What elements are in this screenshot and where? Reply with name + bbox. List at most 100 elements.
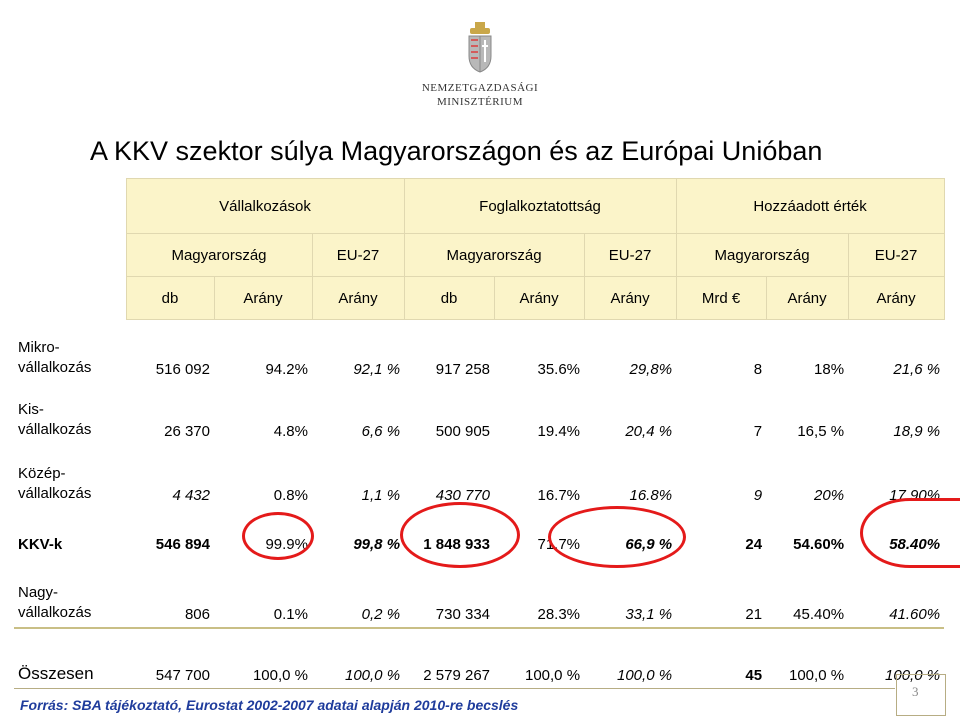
table-cell: 26 370 [164, 422, 210, 440]
table-cell: 19.4% [537, 422, 581, 440]
header-unit: db [125, 276, 215, 320]
table-cell: 100,0 % [214, 626, 312, 690]
table-cell: 24 [745, 536, 763, 553]
table-cell: 917 258 [435, 360, 491, 378]
table-cell: 7 [753, 422, 763, 440]
header-region: EU-27 [311, 233, 405, 277]
highlight-circle [242, 512, 314, 560]
row-label: KKV-k [14, 508, 126, 566]
header-unit: Arány [493, 276, 585, 320]
row-label: Kis- vállalkozás [14, 382, 126, 444]
table-cell: 16.8% [629, 486, 673, 504]
table-cell: 33,1 % [625, 605, 673, 623]
source-note: Forrás: SBA tájékoztató, Eurostat 2002-2… [20, 697, 519, 713]
table-cell: 41.60% [889, 605, 941, 623]
header-region: Magyarország [125, 233, 313, 277]
header-region: EU-27 [847, 233, 945, 277]
table-cell: 516 092 [155, 360, 210, 378]
coat-of-arms-icon [468, 22, 492, 73]
table-cell: 100,0 % [766, 626, 849, 690]
header-unit: Arány [213, 276, 313, 320]
logo-line1: NEMZETGAZDASÁGI [421, 82, 539, 94]
table-row-total: Összesen 547 700 100,0 % 100,0 % 2 579 2… [14, 626, 945, 690]
header-unit: Arány [583, 276, 677, 320]
table-cell: 16,5 % [797, 422, 845, 440]
header-groups-row: Vállalkozások Foglalkoztatottság Hozzáad… [14, 178, 945, 234]
header-group: Foglalkoztatottság [403, 178, 677, 234]
table-cell: 500 905 [435, 422, 491, 440]
table-row: Nagy- vállalkozás 806 0.1% 0,2 % 730 334… [14, 566, 944, 628]
table-cell: 21 [745, 605, 763, 623]
table-cell: 1,1 % [361, 486, 401, 504]
table-cell: 9 [753, 486, 763, 504]
table-cell: 2 579 267 [404, 626, 495, 690]
table-cell: 28.3% [537, 605, 581, 623]
row-label-line2: vállalkozás [18, 358, 92, 376]
logo-line2: MINISZTÉRIUM [436, 96, 524, 108]
table-cell: 99,8 % [353, 536, 401, 553]
ministry-logo: NEMZETGAZDASÁGI MINISZTÉRIUM [418, 22, 542, 108]
table-cell: 430 770 [435, 486, 491, 504]
table-cell: 20,4 % [625, 422, 673, 440]
highlight-circle [548, 506, 686, 568]
table-cell: 21,6 % [893, 360, 941, 378]
row-label-line1: Nagy- [18, 583, 59, 601]
table-cell: 35.6% [537, 360, 581, 378]
row-label-line1: Kis- [18, 400, 44, 418]
row-label-line2: vállalkozás [18, 484, 92, 502]
table-cell: 100,0 % [312, 626, 405, 690]
table-cell: 0.8% [273, 486, 308, 504]
table-cell: 45 [676, 626, 767, 690]
table-cell: 0,2 % [361, 605, 401, 623]
page-number-box [896, 674, 946, 716]
highlight-circle [400, 502, 520, 568]
table-cell: 4 432 [172, 486, 210, 504]
table-cell: 29,8% [629, 360, 673, 378]
table-cell: 730 334 [435, 605, 491, 623]
header-region: Magyarország [403, 233, 585, 277]
row-label: Közép- vállalkozás [14, 444, 126, 508]
table-cell: 92,1 % [353, 360, 401, 378]
header-group: Vállalkozások [125, 178, 405, 234]
footer-divider [14, 688, 895, 689]
page-number: 3 [912, 684, 919, 699]
header-region: EU-27 [583, 233, 677, 277]
row-label-line2: vállalkozás [18, 420, 92, 438]
row-label: Mikro- vállalkozás [14, 320, 126, 382]
table-row: Kis- vállalkozás 26 370 4.8% 6,6 % 500 9… [14, 382, 944, 444]
row-label-line1: Közép- [18, 464, 66, 482]
table-cell: 100,0 % [584, 626, 677, 690]
table-cell: 0.1% [273, 605, 308, 623]
header-unit: Arány [765, 276, 849, 320]
table-cell: 94.2% [265, 360, 308, 378]
table-cell: 18,9 % [893, 422, 941, 440]
table-cell: 54.60% [793, 536, 845, 553]
table-cell: 20% [814, 486, 845, 504]
header-unit: db [403, 276, 495, 320]
table-cell: 547 700 [126, 626, 214, 690]
row-label: Összesen [14, 626, 126, 690]
header-unit: Arány [847, 276, 945, 320]
table-cell: 6,6 % [361, 422, 401, 440]
row-label-line1: Összesen [18, 663, 94, 683]
table-cell: 8 [753, 360, 763, 378]
table-cell: 546 894 [155, 536, 210, 553]
table-cell: 45.40% [793, 605, 845, 623]
header-unit: Arány [311, 276, 405, 320]
row-label-line1: KKV-k [18, 535, 63, 553]
header-group: Hozzáadott érték [675, 178, 945, 234]
row-label: Nagy- vállalkozás [14, 566, 126, 628]
table-cell: 4.8% [273, 422, 308, 440]
header-units-row: db Arány Arány db Arány Arány Mrd € Arán… [14, 276, 945, 320]
table-cell: 16.7% [537, 486, 581, 504]
highlight-circle [860, 498, 960, 568]
header-region: Magyarország [675, 233, 849, 277]
row-label-line1: Mikro- [18, 338, 60, 356]
sme-table: Vállalkozások Foglalkoztatottság Hozzáad… [14, 178, 945, 690]
header-unit: Mrd € [675, 276, 767, 320]
page-title: A KKV szektor súlya Magyarországon és az… [90, 136, 823, 166]
header-regions-row: Magyarország EU-27 Magyarország EU-27 Ma… [14, 233, 945, 277]
table-row: Mikro- vállalkozás 516 092 94.2% 92,1 % … [14, 320, 944, 382]
table-cell: 100,0 % [494, 626, 585, 690]
table-cell: 806 [184, 605, 210, 623]
